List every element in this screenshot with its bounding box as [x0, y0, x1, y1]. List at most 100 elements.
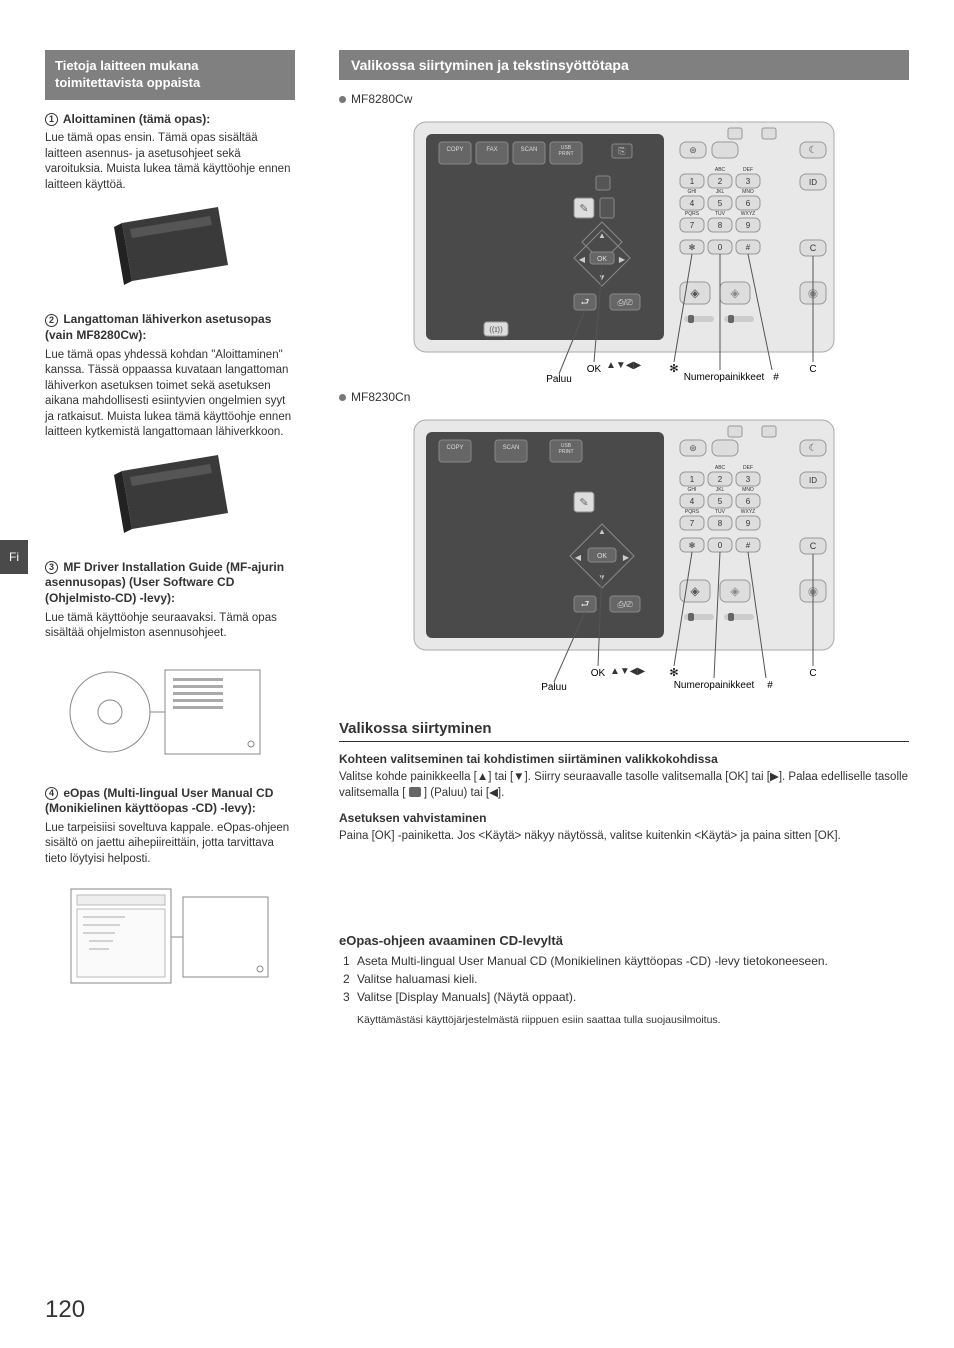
- list-item: 1Aseta Multi-lingual User Manual CD (Mon…: [343, 952, 909, 970]
- section-1-head: 1 Aloittaminen (tämä opas):: [45, 112, 295, 128]
- svg-text:OK: OK: [587, 364, 602, 375]
- svg-text:#: #: [746, 243, 751, 252]
- model-1-text: MF8280Cw: [351, 92, 412, 106]
- svg-text:OK: OK: [597, 553, 607, 560]
- svg-text:PRINT: PRINT: [559, 449, 574, 455]
- svg-text:⎙/⎚: ⎙/⎚: [617, 298, 633, 307]
- svg-text:✻: ✻: [689, 541, 696, 550]
- svg-text:C: C: [810, 541, 817, 551]
- svg-text:3: 3: [746, 475, 751, 484]
- model-2-label: MF8230Cn: [339, 390, 909, 404]
- svg-text:6: 6: [746, 199, 751, 208]
- svg-text:3: 3: [746, 177, 751, 186]
- svg-text:MNO: MNO: [742, 487, 754, 493]
- svg-text:▲▼◀▶: ▲▼◀▶: [610, 666, 645, 677]
- svg-text:✻: ✻: [669, 363, 678, 375]
- svg-text:ABC: ABC: [715, 465, 726, 471]
- svg-text:OK: OK: [597, 256, 607, 263]
- nav-body1: Valitse kohde painikkeella [▲] tai [▼]. …: [339, 770, 909, 801]
- svg-text:✻: ✻: [689, 243, 696, 252]
- cd-step-2: Valitse haluamasi kieli.: [357, 970, 478, 988]
- svg-text:◀: ◀: [575, 553, 582, 562]
- section-4-head: 4 eOpas (Multi-lingual User Manual CD (M…: [45, 786, 295, 817]
- svg-text:✎: ✎: [579, 203, 588, 215]
- svg-text:6: 6: [746, 497, 751, 506]
- svg-text:⮐: ⮐: [581, 297, 590, 308]
- circled-1: 1: [45, 113, 58, 126]
- svg-text:Numeropainikkeet: Numeropainikkeet: [674, 680, 755, 691]
- section-1-title: Aloittaminen (tämä opas):: [63, 112, 210, 126]
- svg-text:ID: ID: [809, 476, 817, 485]
- svg-text:SCAN: SCAN: [521, 147, 538, 153]
- svg-text:2: 2: [718, 475, 723, 484]
- svg-text:7: 7: [690, 519, 695, 528]
- svg-text:GHI: GHI: [688, 189, 697, 195]
- section-2-head: 2 Langattoman lähiverkon asetusopas (vai…: [45, 312, 295, 343]
- svg-text:COPY: COPY: [446, 147, 463, 153]
- svg-text:5: 5: [718, 497, 723, 506]
- svg-text:ID: ID: [809, 178, 817, 187]
- svg-text:1: 1: [690, 475, 695, 484]
- svg-text:WXYZ: WXYZ: [741, 509, 755, 515]
- svg-text:COPY: COPY: [446, 445, 463, 451]
- svg-text:4: 4: [690, 199, 695, 208]
- svg-text:9: 9: [746, 221, 751, 230]
- nav-sub2: Asetuksen vahvistaminen: [339, 811, 909, 825]
- svg-text:0: 0: [718, 541, 723, 550]
- svg-text:▶: ▶: [619, 255, 626, 264]
- svg-text:☾: ☾: [809, 443, 818, 454]
- svg-text:▲: ▲: [598, 527, 606, 536]
- svg-text:⎘: ⎘: [618, 146, 625, 156]
- svg-text:OK: OK: [591, 668, 606, 679]
- svg-text:4: 4: [690, 497, 695, 506]
- model-1-label: MF8280Cw: [339, 92, 909, 106]
- model-2-text: MF8230Cn: [351, 390, 410, 404]
- circled-4: 4: [45, 787, 58, 800]
- svg-text:#: #: [773, 372, 779, 383]
- section-1-body: Lue tämä opas ensin. Tämä opas sisältää …: [45, 131, 295, 193]
- svg-text:C: C: [809, 364, 816, 375]
- manual-figure-2: [100, 451, 240, 546]
- svg-text:◈: ◈: [730, 286, 740, 300]
- list-item: 3Valitse [Display Manuals] (Näytä oppaat…: [343, 988, 909, 1006]
- svg-text:TUV: TUV: [715, 211, 726, 217]
- svg-text:1: 1: [690, 177, 695, 186]
- svg-text:TUV: TUV: [715, 509, 726, 515]
- section-2-title: Langattoman lähiverkon asetusopas (vain …: [45, 312, 271, 342]
- svg-text:✎: ✎: [579, 497, 588, 509]
- right-box-title: Valikossa siirtyminen ja tekstinsyöttöta…: [339, 50, 909, 80]
- section-2-body: Lue tämä opas yhdessä kohdan "Aloittamin…: [45, 348, 295, 441]
- svg-text:JKL: JKL: [716, 487, 725, 493]
- svg-text:PRINT: PRINT: [559, 151, 574, 157]
- svg-text:▼: ▼: [598, 273, 606, 282]
- svg-text:◈: ◈: [690, 286, 700, 300]
- page-number: 120: [45, 1296, 85, 1324]
- svg-text:#: #: [767, 680, 773, 691]
- svg-text:⊛: ⊛: [689, 443, 697, 453]
- svg-text:#: #: [746, 541, 751, 550]
- manual-figure-3: [65, 652, 275, 772]
- circled-3: 3: [45, 561, 58, 574]
- svg-text:9: 9: [746, 519, 751, 528]
- cd-steps: 1Aseta Multi-lingual User Manual CD (Mon…: [343, 952, 909, 1006]
- cd-step-1: Aseta Multi-lingual User Manual CD (Moni…: [357, 952, 828, 970]
- svg-text:⎙/⎚: ⎙/⎚: [617, 600, 633, 609]
- svg-text:▲: ▲: [598, 231, 606, 240]
- nav-sub1: Kohteen valitseminen tai kohdistimen sii…: [339, 752, 909, 766]
- svg-text:PQRS: PQRS: [685, 211, 700, 217]
- nav-body1b: ] (Paluu) tai [◀].: [424, 787, 504, 799]
- left-column: Tietoja laitteen mukana toimitettavista …: [45, 50, 295, 1011]
- svg-text:ABC: ABC: [715, 167, 726, 173]
- language-tab: Fi: [0, 540, 28, 574]
- svg-text:((ɪ)): ((ɪ)): [489, 325, 503, 334]
- svg-text:◈: ◈: [730, 584, 740, 598]
- cd-footnote: Käyttämästäsi käyttöjärjestelmästä riipp…: [357, 1014, 909, 1026]
- back-key-icon: [409, 787, 421, 797]
- svg-text:FAX: FAX: [486, 147, 497, 153]
- svg-text:▲▼◀▶: ▲▼◀▶: [606, 360, 641, 371]
- svg-text:⮐: ⮐: [581, 599, 590, 610]
- cd-step-3: Valitse [Display Manuals] (Näytä oppaat)…: [357, 988, 576, 1006]
- svg-text:WXYZ: WXYZ: [741, 211, 755, 217]
- list-item: 2Valitse haluamasi kieli.: [343, 970, 909, 988]
- svg-text:✻: ✻: [669, 667, 678, 679]
